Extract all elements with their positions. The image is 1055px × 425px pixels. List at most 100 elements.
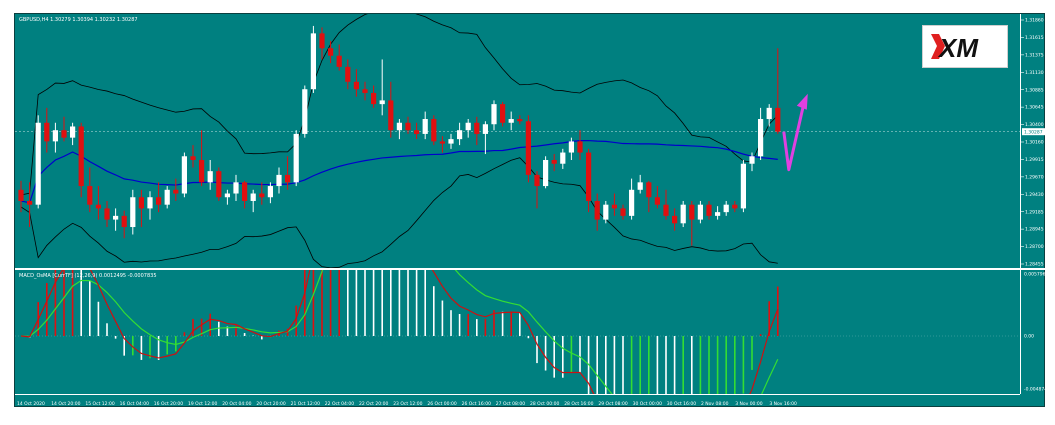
candlestick-chart[interactable] — [15, 8, 1020, 269]
candle-body — [164, 189, 170, 205]
candle-body — [276, 174, 282, 187]
candle-body — [431, 119, 437, 142]
candle-body — [491, 104, 497, 125]
candle-body — [293, 133, 299, 183]
candle-body — [465, 122, 471, 131]
time-axis-label: 2 Nov 08:00 — [701, 401, 729, 407]
candle-body — [457, 130, 463, 140]
macd-chart[interactable] — [15, 147, 1020, 425]
candle-body — [482, 124, 488, 134]
candle-body — [749, 156, 755, 164]
time-axis-label: 29 Oct 08:00 — [598, 401, 627, 407]
price-axis-label: 1.29185 — [1025, 209, 1044, 215]
candle-body — [732, 204, 738, 209]
candle-body — [147, 197, 153, 209]
candle-body — [353, 81, 359, 90]
candle-body — [680, 204, 686, 224]
candle-body — [517, 119, 523, 122]
candle-body — [173, 189, 179, 194]
time-axis-label: 14 Oct 2020 — [17, 401, 45, 407]
candle-body — [637, 182, 643, 190]
candle-body — [18, 189, 24, 201]
price-axis-label: 1.29670 — [1025, 174, 1044, 180]
candle-body — [551, 159, 557, 164]
candle-body — [130, 197, 136, 228]
time-axis-label: 27 Oct 08:00 — [496, 401, 525, 407]
candle-body — [603, 204, 609, 220]
price-axis-label: 1.28700 — [1025, 244, 1044, 250]
price-axis[interactable]: 1.31860 1.31615 1.31375 1.31130 1.30885 1.306… — [1020, 14, 1047, 394]
candle-body — [405, 122, 411, 131]
time-axis-label: 16 Oct 04:00 — [120, 401, 149, 407]
candle-body — [448, 139, 454, 144]
price-pane[interactable] — [15, 8, 1020, 269]
time-axis-label: 3 Nov 00:00 — [735, 401, 763, 407]
candle-body — [61, 130, 67, 138]
candle-body — [362, 89, 368, 93]
price-axis-label: 1.28945 — [1025, 227, 1044, 233]
forecast-arrow — [782, 103, 806, 172]
candle-body — [44, 122, 50, 142]
time-axis[interactable]: 14 Oct 2020 14 Oct 20:00 15 Oct 12:00 16 Oc… — [15, 394, 1020, 409]
price-axis-label: 1.29430 — [1025, 192, 1044, 198]
candle-body — [156, 197, 162, 205]
price-axis-label: 1.28455 — [1025, 262, 1044, 268]
candle-body — [758, 119, 764, 157]
candle-body — [560, 152, 566, 164]
candle-body — [525, 121, 531, 175]
price-axis-label: 1.30645 — [1025, 105, 1044, 111]
candle-body — [689, 204, 695, 220]
candle-body — [654, 197, 660, 205]
time-axis-label: 14 Oct 20:00 — [51, 401, 80, 407]
candle-body — [242, 182, 248, 201]
candle-body — [35, 122, 41, 205]
candle-body — [422, 119, 428, 134]
candle-body — [388, 100, 394, 131]
bollinger-lower — [20, 157, 778, 269]
candle-body — [285, 174, 291, 183]
candle-body — [439, 141, 445, 144]
candle-body — [620, 208, 626, 216]
time-axis-label: 23 Oct 12:00 — [393, 401, 422, 407]
candle-body — [138, 197, 144, 209]
candle-body — [396, 122, 402, 131]
time-axis-label: 20 Oct 20:00 — [256, 401, 285, 407]
time-axis-label: 22 Oct 20:00 — [359, 401, 388, 407]
candle-body — [52, 130, 58, 142]
current-price-label: 1.30287 — [1024, 129, 1043, 135]
candle-body — [586, 152, 592, 201]
symbol-header: GBPUSD,H4 1.30279 1.30394 1.30232 1.3028… — [19, 17, 138, 23]
candle-body — [414, 130, 420, 134]
chart-window[interactable]: GBPUSD,H4 1.30279 1.30394 1.30232 1.3028… — [14, 8, 1047, 425]
time-axis-label: 15 Oct 12:00 — [85, 401, 114, 407]
candle-body — [663, 204, 669, 216]
candle-body — [336, 55, 342, 67]
candle-body — [267, 186, 273, 198]
candle-body — [594, 200, 600, 220]
price-axis-label: 1.31375 — [1025, 52, 1044, 58]
time-axis-label: 16 Oct 20:00 — [154, 401, 183, 407]
candle-body — [87, 186, 93, 205]
candle-body — [104, 208, 110, 220]
price-axis-label: 1.31130 — [1025, 70, 1044, 76]
price-axis-label: 1.30160 — [1025, 140, 1044, 146]
time-axis-label: 30 Oct 00:00 — [633, 401, 662, 407]
candle-body — [310, 33, 316, 90]
pane-divider[interactable] — [15, 268, 1046, 270]
time-axis-label: 20 Oct 04:00 — [222, 401, 251, 407]
price-axis-label: 1.30400 — [1025, 122, 1044, 128]
candle-body — [233, 182, 239, 194]
candle-body — [775, 107, 781, 132]
candle-body — [70, 126, 76, 138]
logo-red-chevron — [931, 34, 945, 59]
bollinger-upper — [20, 8, 779, 196]
price-axis-label: 1.29915 — [1025, 157, 1044, 163]
current-price-marker — [1022, 128, 1046, 136]
candle-body — [224, 193, 230, 198]
candle-body — [207, 171, 213, 183]
candle-body — [345, 66, 351, 82]
macd-axis-label: 0.00 — [1024, 334, 1034, 340]
candle-body — [319, 33, 325, 49]
macd-pane[interactable]: MACD_OsMA [CurrTF] (12,26,9) 0.0012495 -… — [15, 147, 1020, 425]
candle-body — [78, 126, 84, 187]
